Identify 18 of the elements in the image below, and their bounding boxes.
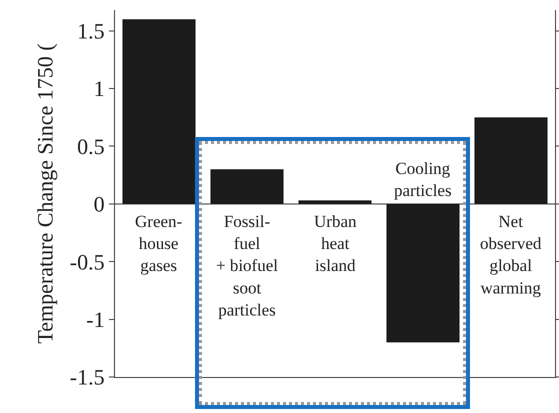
x-tick-label: Cooling particles bbox=[394, 159, 452, 200]
y-tick-label: -1.5 bbox=[70, 364, 105, 390]
y-tick-label: 0.5 bbox=[77, 134, 105, 159]
bar bbox=[210, 169, 284, 204]
bar bbox=[474, 117, 548, 204]
x-tick-label: Urban heat island bbox=[314, 212, 357, 276]
x-tick-label: Net observed global warming bbox=[480, 212, 542, 298]
y-tick-label: 1.5 bbox=[77, 18, 105, 44]
y-tick-label: -1 bbox=[86, 307, 105, 332]
bar bbox=[386, 204, 460, 342]
y-tick-label: -0.5 bbox=[70, 249, 105, 274]
bar bbox=[298, 200, 372, 204]
y-axis-title: Temperature Change Since 1750 ( bbox=[32, 43, 58, 344]
x-tick-label: Green- house gases bbox=[135, 212, 183, 276]
bar bbox=[122, 19, 196, 204]
y-tick-label: 1 bbox=[94, 76, 105, 102]
x-tick-label: Fossil- fuel + biofuel soot particles bbox=[216, 212, 278, 320]
y-tick-label: 0 bbox=[94, 192, 105, 217]
